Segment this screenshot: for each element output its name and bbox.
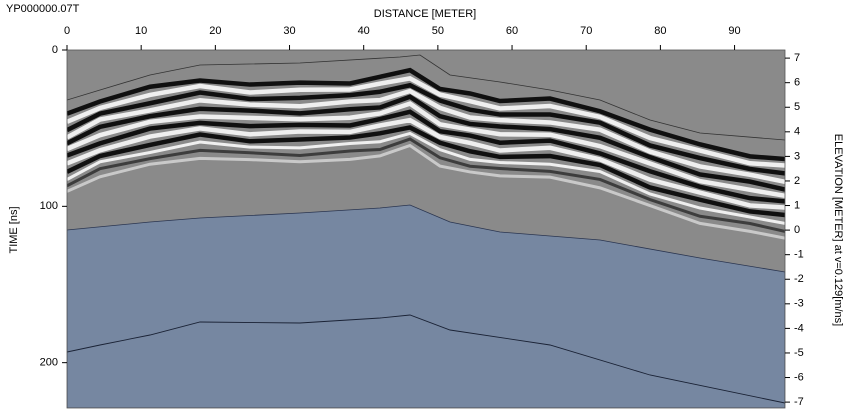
y2-tick-label: -6 [794,371,804,383]
y2-tick-label: 5 [794,101,800,113]
y2-tick-label: -4 [794,322,804,334]
y2-axis-label: ELEVATION [METER] at v=0.129[m/ns] [832,134,844,326]
y2-tick-label: 0 [794,224,800,236]
y-axis-label: TIME [ns] [8,206,20,253]
y-tick-label: 200 [40,357,58,369]
y-tick-label: 0 [52,44,58,56]
y2-tick-label: 3 [794,150,800,162]
file-label: YP000000.07T [6,3,80,15]
y2-tick-label: -3 [794,298,804,310]
radargram-image [67,50,785,408]
x-tick-label: 50 [432,25,444,37]
y2-tick-label: 4 [794,126,800,138]
y2-tick-label: 6 [794,77,800,89]
chart: YP000000.07T DISTANCE [METER] TIME [ns] … [0,0,850,413]
y2-tick-label: -1 [794,249,804,261]
y2-tick-label: -7 [794,396,804,408]
y2-tick-label: -5 [794,347,804,359]
y2-tick-label: 1 [794,199,800,211]
y-tick-label: 100 [40,200,58,212]
x-tick-label: 10 [135,25,147,37]
y2-tick-label: 7 [794,52,800,64]
x-tick-label: 40 [358,25,370,37]
x-tick-label: 20 [209,25,221,37]
y2-tick-label: 2 [794,175,800,187]
x-tick-label: 90 [728,25,740,37]
x-axis-label: DISTANCE [METER] [374,8,476,20]
x-tick-label: 70 [580,25,592,37]
y2-tick-label: -2 [794,273,804,285]
x-tick-label: 60 [506,25,518,37]
x-tick-label: 30 [283,25,295,37]
x-tick-label: 0 [64,25,70,37]
x-tick-label: 80 [654,25,666,37]
